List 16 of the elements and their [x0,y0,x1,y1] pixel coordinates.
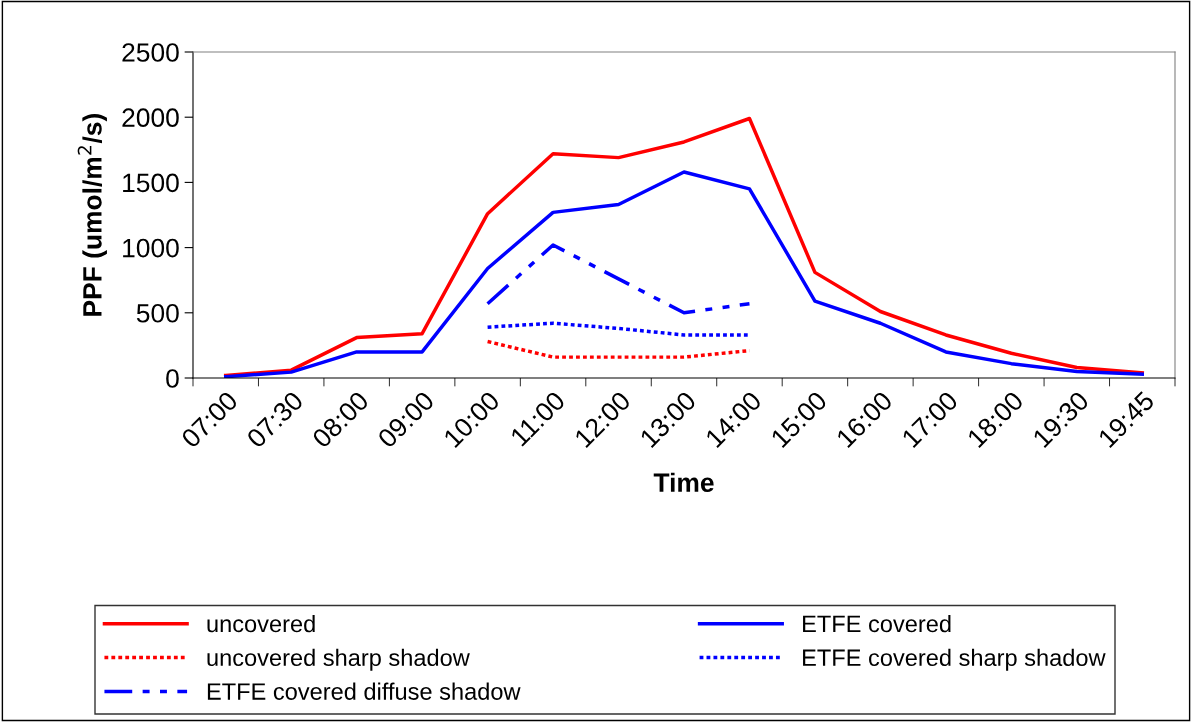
y-tick-label: 1500 [123,173,179,193]
line-series [485,243,752,315]
line-series [223,170,1145,378]
x-axis-title: Time [653,472,714,493]
y-axis-title: PPF (umol/m$^{2}$/s) [77,114,107,316]
y-tick-label: 2000 [122,108,179,128]
legend-label: uncovered [207,614,315,633]
legend-label: uncovered sharp shadow [207,648,470,671]
legend-label: ETFE covered sharp shadow [803,648,1106,671]
line-series [223,116,1145,378]
y-tick-label: 1000 [123,238,179,258]
y-tick-label: 0 [166,369,179,388]
legend-label: ETFE covered diffuse shadow [207,682,521,700]
y-tick-label: 2500 [122,43,179,62]
legend-label: ETFE covered [803,614,951,633]
y-tick-label: 500 [136,303,179,323]
